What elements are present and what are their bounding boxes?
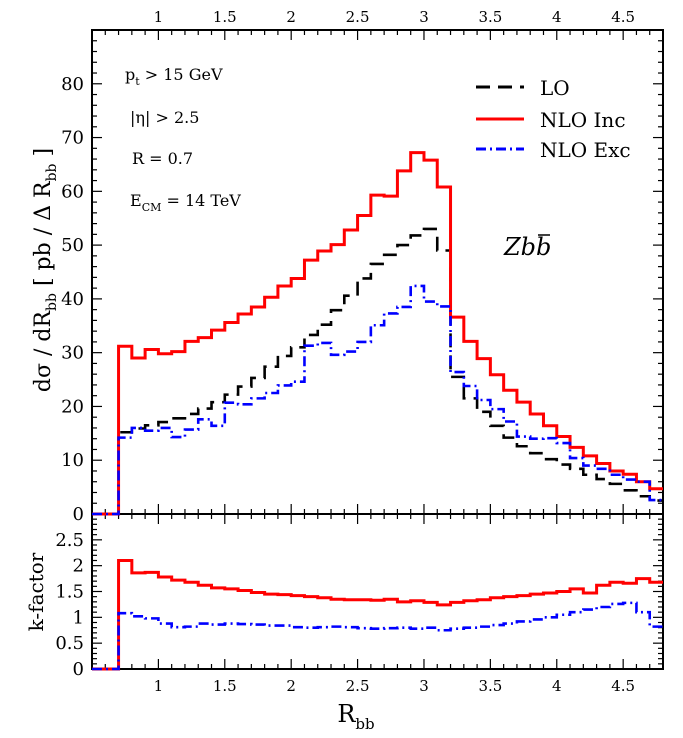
annotation-eta-cut: |η| > 2.5 — [130, 108, 199, 127]
main-y-tick-label: 80 — [61, 74, 84, 95]
main-y-tick-label: 0 — [73, 504, 84, 525]
ratio-series-nlo-inc — [92, 559, 663, 671]
legend-label-nlo-inc: NLO Inc — [540, 108, 626, 132]
ratio-y-tick-label: 2.5 — [55, 530, 84, 551]
main-y-tick-label: 30 — [61, 343, 84, 364]
bottom-x-tick-label: 3 — [419, 677, 429, 695]
main-series — [92, 151, 663, 516]
top-x-tick-label: 2 — [286, 8, 296, 26]
top-x-tick-label: 1.5 — [213, 8, 237, 26]
top-x-tick-label: 4 — [552, 8, 562, 26]
bottom-x-tick-label: 4 — [552, 677, 562, 695]
svg-text:dσ / dRbb [ pb / Δ Rbb ]: dσ / dRbb [ pb / Δ Rbb ] — [31, 148, 60, 392]
main-series-nlo-exc — [92, 284, 663, 516]
main-y-tick-label: 40 — [61, 289, 84, 310]
legend-label-nlo-exc: NLO Exc — [540, 138, 631, 162]
main-y-tick-label: 60 — [61, 181, 84, 202]
main-series-nlo-inc — [92, 151, 663, 516]
ratio-y-tick-label: 1 — [73, 607, 84, 628]
main-plot-frame — [91, 29, 664, 515]
annotation-ecm: ECM = 14 TeV — [130, 191, 241, 214]
process-label: Zbb — [503, 233, 551, 261]
top-x-tick-label: 3.5 — [478, 8, 502, 26]
main-y-tick-label: 20 — [61, 396, 84, 417]
ratio-ticks: 1 1.5 2 2.5 3 3.5 4 4.5 0 0.5 1 1.5 2 2.5 — [55, 513, 664, 695]
x-axis-label: Rbb — [337, 700, 374, 733]
ratio-y-tick-label: 0 — [73, 659, 84, 680]
ratio-series — [92, 559, 663, 671]
bottom-x-tick-label: 2 — [286, 677, 296, 695]
main-y-tick-label: 50 — [61, 235, 84, 256]
main-y-axis-label: dσ / dRbb [ pb / Δ Rbb ] — [31, 148, 60, 392]
svg-text:Rbb: Rbb — [337, 700, 374, 733]
ratio-y-tick-label: 2 — [73, 556, 84, 577]
top-x-tick-label: 4.5 — [611, 8, 635, 26]
ratio-plot-frame — [91, 513, 664, 670]
main-y-tick-label: 10 — [61, 450, 84, 471]
bottom-x-tick-label: 1 — [154, 677, 164, 695]
legend-label-lo: LO — [540, 76, 570, 100]
main-ticks: 1 1.5 2 2.5 3 3.5 4 4.5 0 10 20 30 40 50 60 70 80 — [61, 8, 664, 525]
top-x-tick-label: 1 — [154, 8, 164, 26]
bottom-x-tick-label: 1.5 — [213, 677, 237, 695]
ratio-series-nlo-exc — [92, 601, 663, 671]
legend: LO NLO Inc NLO Exc — [476, 76, 631, 162]
annotation-radius: R = 0.7 — [132, 149, 193, 168]
main-y-tick-label: 70 — [61, 128, 84, 149]
ratio-y-axis-label: k-factor — [24, 552, 48, 631]
ratio-y-tick-label: 0.5 — [55, 633, 84, 654]
svg-text:Zbb: Zbb — [503, 233, 551, 261]
ratio-y-tick-label: 1.5 — [55, 582, 84, 603]
top-x-tick-label: 2.5 — [346, 8, 370, 26]
bottom-x-tick-label: 3.5 — [478, 677, 502, 695]
bottom-x-tick-label: 4.5 — [611, 677, 635, 695]
top-x-tick-label: 3 — [419, 8, 429, 26]
bottom-x-tick-label: 2.5 — [346, 677, 370, 695]
main-series-lo — [92, 227, 663, 516]
annotation-pt-cut: pt > 15 GeV — [125, 65, 223, 88]
